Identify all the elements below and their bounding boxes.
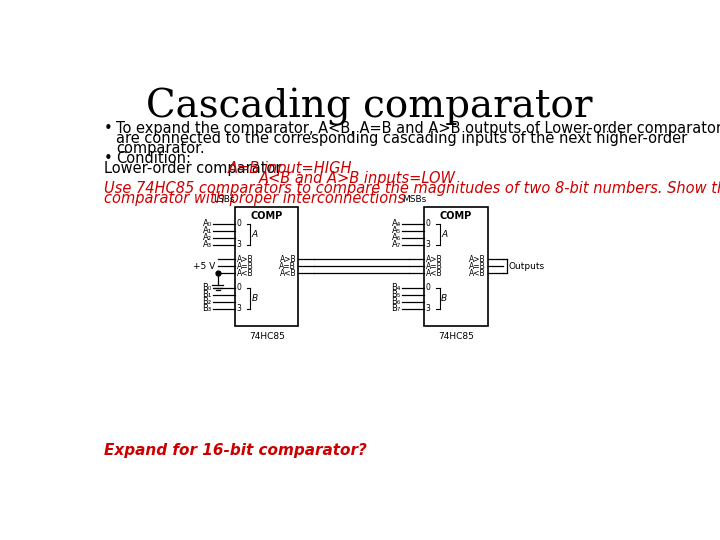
Text: 0: 0 (426, 283, 431, 292)
Text: B₃: B₃ (202, 304, 212, 313)
Text: 0: 0 (236, 219, 241, 228)
Text: A<B: A<B (238, 268, 254, 278)
Text: A>B: A>B (469, 255, 485, 264)
Text: 3: 3 (236, 240, 241, 249)
Text: Cascading comparator: Cascading comparator (145, 88, 593, 126)
Text: are connected to the corresponding cascading inputs of the next higher-order: are connected to the corresponding casca… (117, 131, 688, 146)
Text: A=B: A=B (469, 262, 485, 271)
Bar (424, 207, 487, 326)
Text: •: • (104, 151, 113, 166)
Text: 74HC85: 74HC85 (249, 333, 284, 341)
Text: A=B: A=B (426, 262, 443, 271)
Text: B₂: B₂ (202, 297, 212, 306)
Text: A>B: A>B (426, 255, 443, 264)
Text: B: B (252, 294, 258, 302)
Text: A=B: A=B (279, 262, 296, 271)
Text: comparator with proper interconnections: comparator with proper interconnections (104, 191, 405, 206)
Text: comparator.: comparator. (117, 141, 205, 156)
Text: Expand for 16-bit comparator?: Expand for 16-bit comparator? (104, 442, 366, 457)
Text: A>B: A>B (279, 255, 296, 264)
Text: A₄: A₄ (392, 219, 401, 228)
Text: A<B: A<B (469, 268, 485, 278)
Text: A₅: A₅ (392, 226, 401, 235)
Text: LSBs: LSBs (213, 195, 235, 204)
Text: 0: 0 (236, 283, 241, 292)
Text: 3: 3 (236, 304, 241, 313)
Text: A<B and A>B inputs=LOW: A<B and A>B inputs=LOW (259, 171, 456, 186)
Text: COMP: COMP (251, 211, 283, 221)
Text: To expand the comparator, A<B, A=B and A>B outputs of Lower-order comparator: To expand the comparator, A<B, A=B and A… (117, 121, 720, 136)
Text: Use 74HC85 comparators to compare the magnitudes of two 8-bit numbers. Show the: Use 74HC85 comparators to compare the ma… (104, 181, 720, 196)
Bar (235, 207, 299, 326)
Text: B₄: B₄ (392, 283, 401, 292)
Text: B₆: B₆ (392, 297, 401, 306)
Text: B₀: B₀ (202, 283, 212, 292)
Text: A₂: A₂ (202, 233, 212, 242)
Text: B₁: B₁ (202, 290, 212, 299)
Text: A>B: A>B (238, 255, 254, 264)
Text: A<B: A<B (279, 268, 296, 278)
Text: B₇: B₇ (392, 304, 401, 313)
Text: A₇: A₇ (392, 240, 401, 249)
Text: A=B: A=B (238, 262, 254, 271)
Text: B: B (441, 294, 447, 302)
Text: A: A (252, 230, 258, 239)
Text: A₆: A₆ (392, 233, 401, 242)
Text: A: A (441, 230, 447, 239)
Text: MSBs: MSBs (402, 195, 426, 204)
Text: Lower-order comparator: Lower-order comparator (104, 161, 295, 176)
Text: Condition:: Condition: (117, 151, 192, 166)
Text: A₃: A₃ (202, 240, 212, 249)
Text: A₁: A₁ (202, 226, 212, 235)
Text: •: • (104, 121, 113, 136)
Text: Outputs: Outputs (508, 262, 544, 271)
Text: B₅: B₅ (392, 290, 401, 299)
Text: 74HC85: 74HC85 (438, 333, 474, 341)
Text: A<B: A<B (426, 268, 443, 278)
Text: 3: 3 (426, 240, 431, 249)
Text: 0: 0 (426, 219, 431, 228)
Text: A₀: A₀ (202, 219, 212, 228)
Text: A=B input=HIGH: A=B input=HIGH (228, 161, 353, 176)
Text: 3: 3 (426, 304, 431, 313)
Text: COMP: COMP (440, 211, 472, 221)
Text: +5 V: +5 V (193, 262, 215, 271)
